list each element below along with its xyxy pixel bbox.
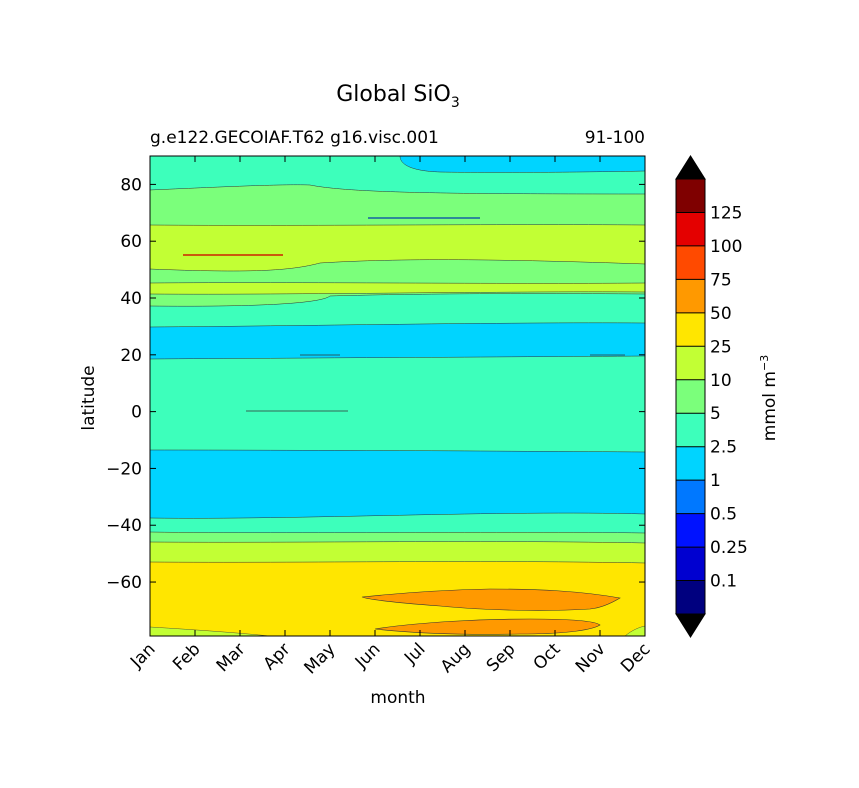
colorbar-tick-label: 0.5 — [710, 505, 737, 525]
colorbar-tick-label: 1 — [710, 471, 721, 491]
chart-subtitle-right: 91-100 — [585, 128, 645, 148]
x-tick-label: Mar — [213, 639, 250, 676]
colorbar-segment — [676, 379, 705, 414]
colorbar: 0.1 0.25 0.5 1 2.5 5 10 25 50 75 100 125 — [675, 155, 748, 638]
band-north-1-2-5 — [150, 321, 645, 360]
colorbar-tick-label: 2.5 — [710, 438, 737, 458]
band-tropics-2-5-5 — [150, 354, 645, 453]
colorbar-segment — [676, 446, 705, 481]
y-tick-label: −60 — [106, 573, 142, 593]
colorbar-segment — [676, 346, 705, 380]
x-tick-label: Aug — [437, 639, 475, 677]
x-tick-label: Nov — [572, 639, 610, 677]
colorbar-segment — [676, 245, 705, 280]
colorbar-tick-label: 50 — [710, 304, 732, 324]
colorbar-extend-top — [675, 155, 706, 180]
band-south-1-2-5 — [150, 448, 645, 519]
y-tick-label: −20 — [106, 459, 142, 479]
colorbar-frame — [675, 178, 706, 615]
y-axis-ticks: 80 60 40 20 0 −20 −40 −60 — [106, 175, 645, 593]
colorbar-label: mmol m−3 — [758, 355, 780, 441]
plot-area — [150, 156, 645, 636]
colorbar-segment — [676, 513, 705, 548]
band-south-10-25 — [150, 540, 645, 564]
colorbar-segment — [676, 580, 705, 614]
y-tick-label: 60 — [120, 232, 142, 252]
x-tick-label: Oct — [530, 639, 565, 674]
y-tick-label: 0 — [131, 403, 142, 423]
x-axis-label: month — [370, 688, 425, 708]
colorbar-segment — [676, 179, 705, 213]
x-tick-label: Dec — [617, 639, 654, 676]
colorbar-tick-label: 100 — [710, 237, 742, 257]
colorbar-tick-label: 25 — [710, 337, 732, 357]
colorbar-segment — [676, 547, 705, 581]
colorbar-tick-label: 10 — [710, 371, 732, 391]
x-tick-label: Jan — [126, 639, 159, 672]
band-south-50-75-lower — [374, 618, 601, 635]
colorbar-segment — [676, 480, 705, 514]
x-tick-label: Feb — [169, 639, 204, 674]
colorbar-extend-bottom — [675, 613, 706, 638]
x-tick-label: Sep — [483, 639, 520, 676]
colorbar-tick-label: 0.25 — [710, 538, 748, 558]
y-tick-label: 80 — [120, 175, 142, 195]
plot-frame — [149, 155, 646, 637]
x-tick-label: Jul — [400, 639, 429, 668]
band-south-50-75-upper — [361, 588, 621, 611]
colorbar-tick-label: 125 — [710, 203, 742, 223]
colorbar-tick-label: 0.1 — [710, 572, 737, 592]
chart-subtitle-left: g.e122.GECOIAF.T62 g16.visc.001 — [150, 128, 439, 148]
colorbar-segment — [676, 413, 705, 447]
x-tick-label: May — [301, 639, 340, 678]
y-tick-label: 40 — [120, 289, 142, 309]
colorbar-segment — [676, 312, 705, 347]
colorbar-tick-label: 75 — [710, 270, 732, 290]
y-tick-label: −40 — [106, 516, 142, 536]
colorbar-tick-label: 5 — [710, 404, 721, 424]
colorbar-segment — [676, 279, 705, 313]
y-tick-label: 20 — [120, 346, 142, 366]
y-axis-label: latitude — [79, 365, 99, 430]
colorbar-segment — [676, 212, 705, 246]
x-tick-label: Jun — [351, 639, 385, 673]
chart-title: Global SiO3 — [336, 82, 460, 111]
band-south-edge-right — [624, 625, 645, 636]
x-tick-label: Apr — [260, 639, 295, 674]
band-arctic-1-2-5 — [399, 156, 645, 173]
